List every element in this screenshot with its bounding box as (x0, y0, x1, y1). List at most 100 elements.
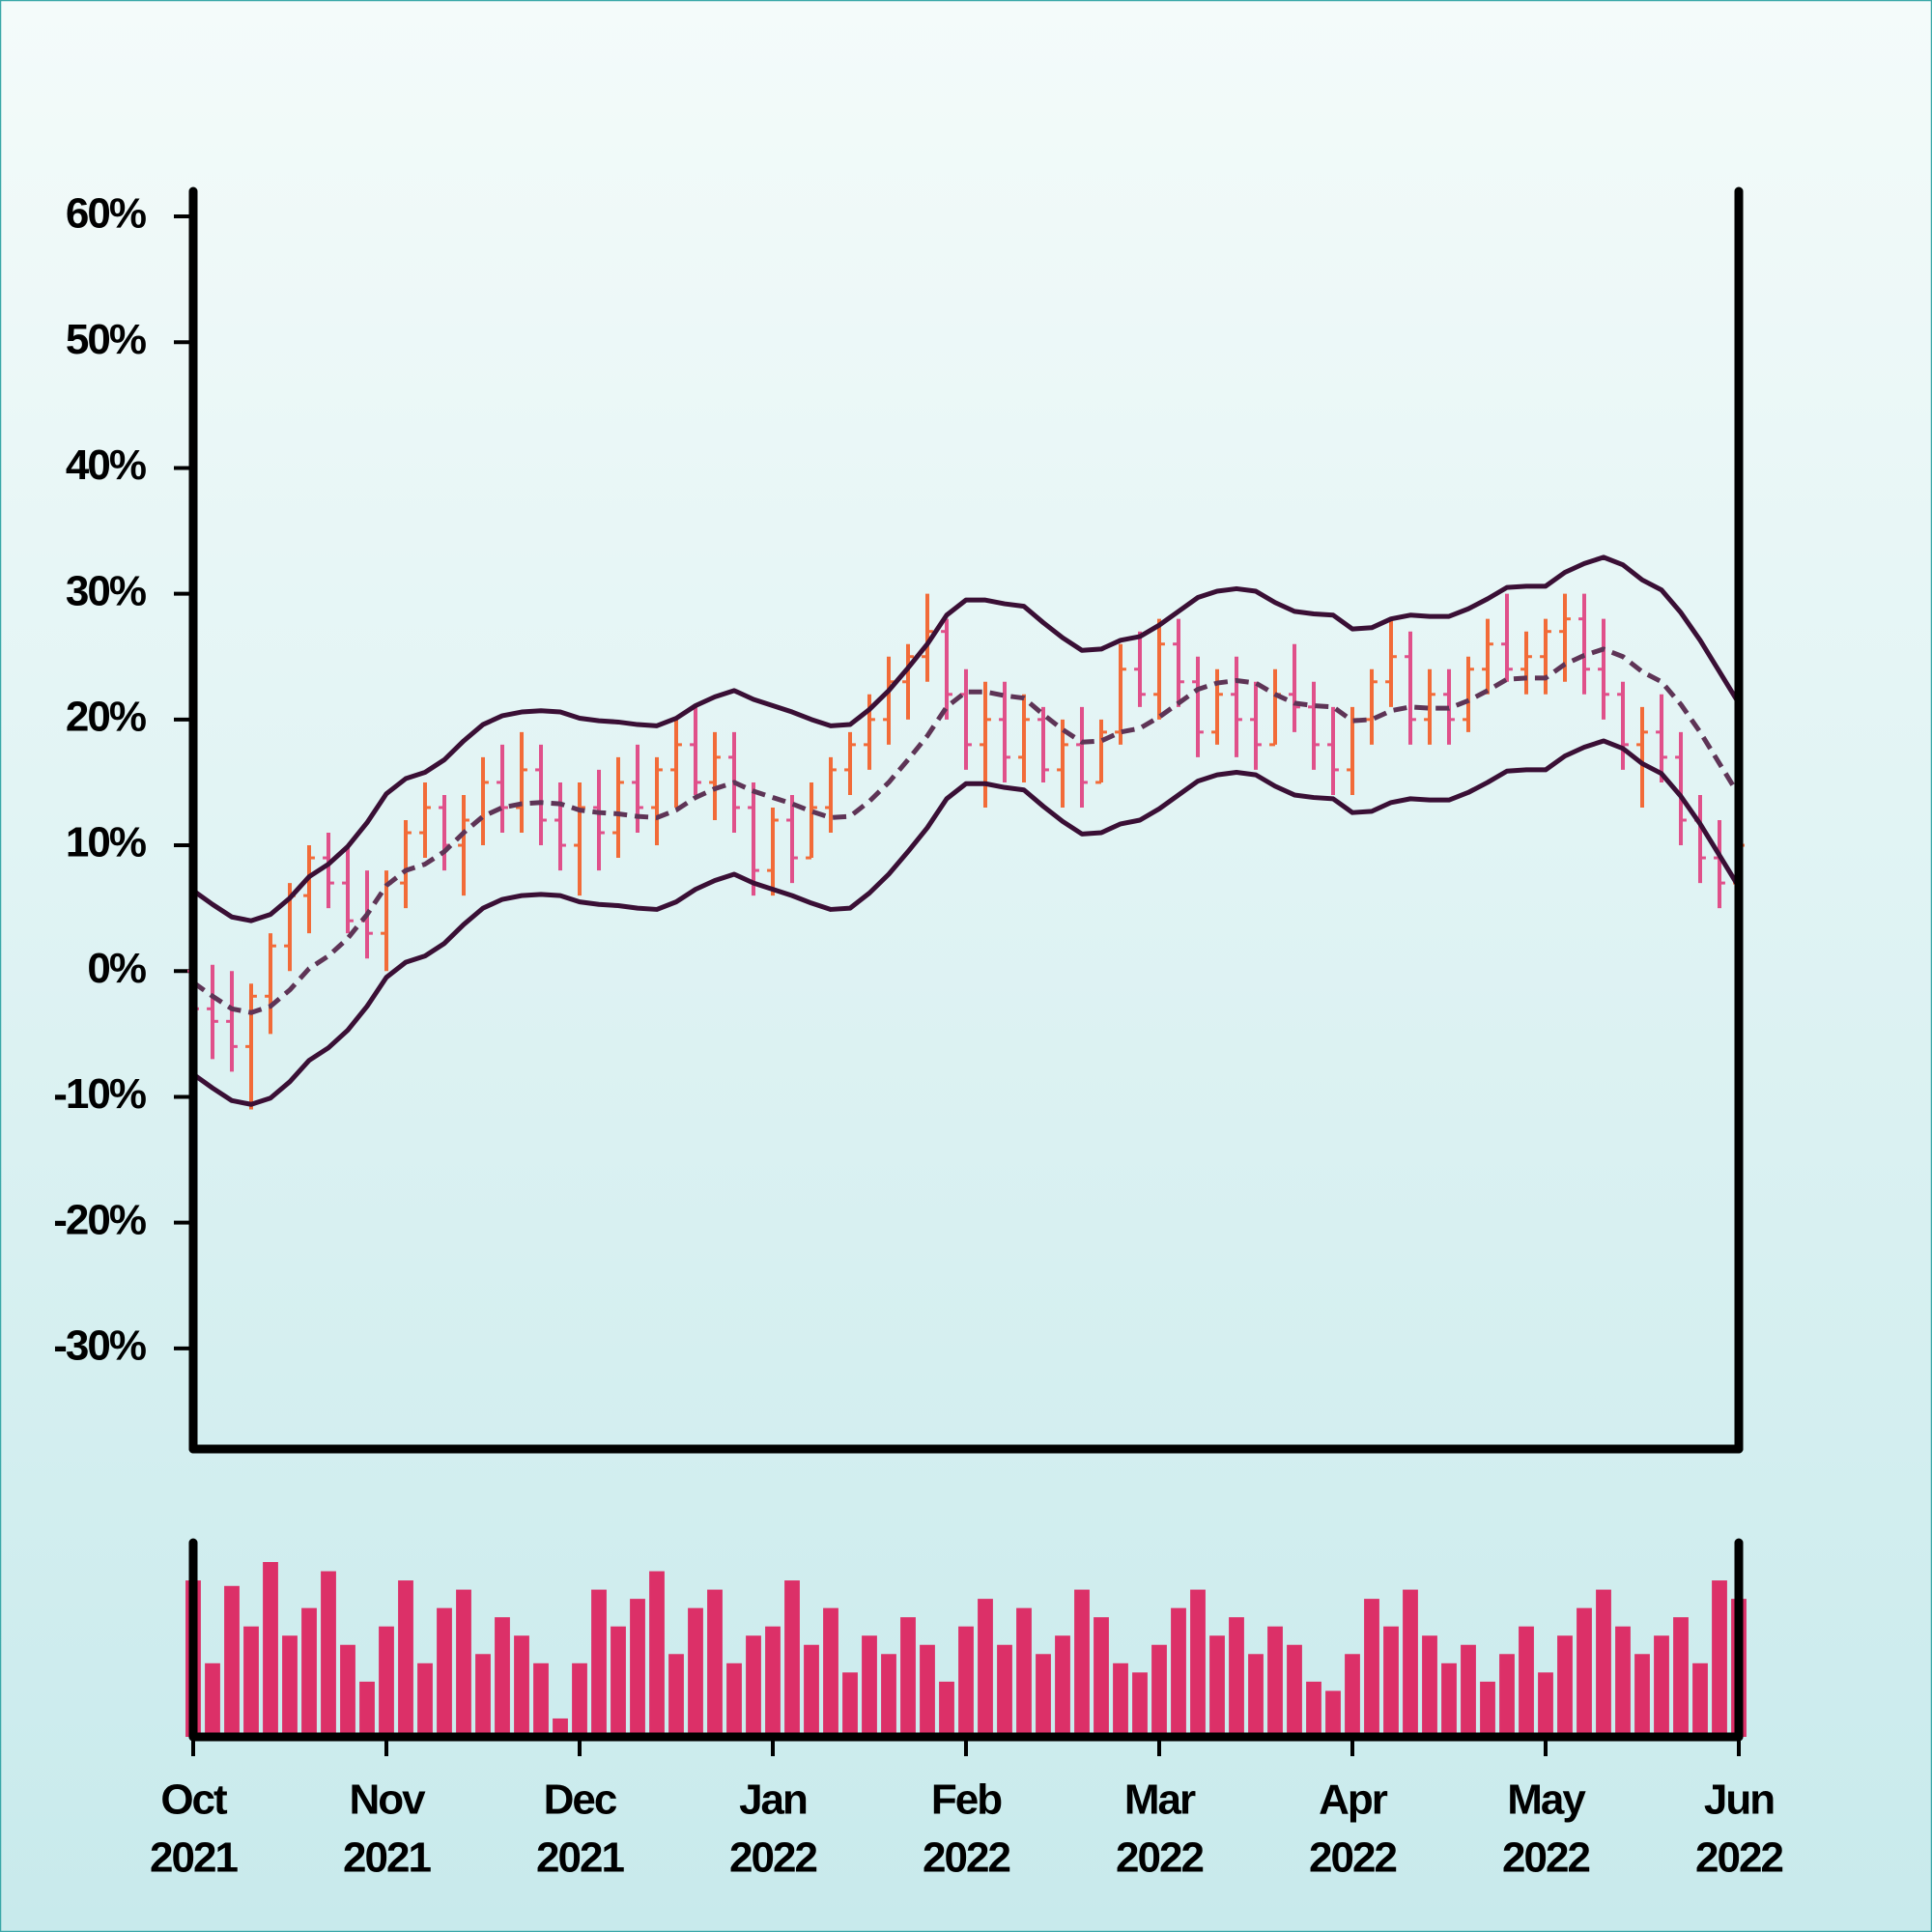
volume-bar (205, 1662, 220, 1737)
y-tick-label: 30% (66, 567, 146, 614)
volume-bar (1248, 1654, 1264, 1737)
volume-bar (1074, 1589, 1090, 1737)
x-tick-label: 2021 (536, 1834, 624, 1882)
volume-bar (1692, 1662, 1708, 1737)
x-tick-label: 2021 (150, 1834, 238, 1882)
volume-bar (1267, 1626, 1283, 1737)
x-tick-label: Feb (931, 1776, 1002, 1824)
x-tick-label: Dec (544, 1776, 617, 1824)
x-tick-label: 2022 (729, 1834, 816, 1882)
volume-bar (417, 1662, 433, 1737)
x-tick-label: 2022 (1502, 1834, 1589, 1882)
volume-bar (1615, 1626, 1631, 1737)
y-tick-label: 0% (87, 945, 145, 992)
volume-bar (900, 1617, 916, 1737)
volume-bar (804, 1644, 819, 1737)
volume-bar (1151, 1644, 1167, 1737)
volume-bar (1654, 1635, 1669, 1737)
volume-bar (243, 1626, 259, 1737)
volume-bar (862, 1635, 877, 1737)
volume-bar (746, 1635, 761, 1737)
volume-bar (359, 1681, 375, 1737)
volume-bar (224, 1585, 240, 1737)
volume-bar (688, 1607, 703, 1737)
x-tick-label: Oct (160, 1776, 228, 1824)
x-tick-label: Jan (739, 1776, 807, 1824)
volume-bar (1132, 1672, 1148, 1737)
volume-bar (1634, 1654, 1650, 1737)
middle-band (191, 646, 1742, 1015)
volume-bar (707, 1589, 723, 1737)
y-tick-label: 40% (66, 441, 146, 489)
volume-bar (533, 1662, 549, 1737)
volume-bar (456, 1589, 471, 1737)
volume-bar (1094, 1617, 1109, 1737)
y-tick-label: 60% (66, 190, 146, 238)
volume-bar (1712, 1580, 1727, 1737)
volume-bar (437, 1607, 452, 1737)
lower-band (191, 738, 1742, 1107)
volume-bar (1209, 1635, 1225, 1737)
volume-bar (514, 1635, 529, 1737)
volume-bar (784, 1580, 800, 1737)
volume-bar (553, 1718, 568, 1737)
x-tick-label: 2022 (1695, 1834, 1782, 1882)
upper-band (191, 554, 1742, 923)
volume-bar (1306, 1681, 1321, 1737)
volume-bar (823, 1607, 838, 1737)
volume-bar (263, 1562, 278, 1737)
volume-bar (842, 1672, 858, 1737)
volume-bar (1538, 1672, 1553, 1737)
volume-bar (1016, 1607, 1032, 1737)
y-tick-label: -20% (53, 1196, 146, 1243)
volume-bar (1190, 1589, 1206, 1737)
volume-bar (398, 1580, 413, 1737)
x-tick-label: Mar (1124, 1776, 1196, 1824)
volume-bar (997, 1644, 1012, 1737)
volume-bar (301, 1607, 317, 1737)
x-tick-label: 2022 (1116, 1834, 1203, 1882)
volume-bar (649, 1571, 665, 1737)
volume-bar (881, 1654, 896, 1737)
volume-bar (1519, 1626, 1534, 1737)
volume-bar (1345, 1654, 1360, 1737)
volume-bar (1364, 1599, 1379, 1737)
volume-bar (978, 1599, 993, 1737)
volume-bar (1383, 1626, 1399, 1737)
y-tick-label: 10% (66, 819, 146, 867)
volume-bar (321, 1571, 336, 1737)
volume-bar (630, 1599, 645, 1737)
volume-bar (1287, 1644, 1302, 1737)
x-tick-label: 2022 (1309, 1834, 1396, 1882)
volume-bar (1557, 1635, 1573, 1737)
volume-bar (1055, 1635, 1070, 1737)
volume-bar (1171, 1607, 1186, 1737)
volume-bar (611, 1626, 626, 1737)
volume-bar (765, 1626, 781, 1737)
volume-bar (572, 1662, 587, 1737)
volume-bar (939, 1681, 954, 1737)
y-tick-label: -10% (53, 1070, 146, 1118)
volume-bar (475, 1654, 491, 1737)
volume-bar (1229, 1617, 1244, 1737)
x-tick-label: Apr (1319, 1776, 1388, 1824)
volume-bar (726, 1662, 742, 1737)
volume-bar (1113, 1662, 1128, 1737)
x-tick-label: Jun (1704, 1776, 1774, 1824)
volume-bar (1403, 1589, 1418, 1737)
volume-bar (340, 1644, 355, 1737)
y-tick-label: -30% (53, 1321, 146, 1369)
x-tick-label: May (1507, 1776, 1586, 1824)
x-tick-label: Nov (349, 1776, 426, 1824)
volume-bar (1596, 1589, 1611, 1737)
volume-bar (591, 1589, 607, 1737)
volume-bar (1422, 1635, 1437, 1737)
volume-bar (958, 1626, 974, 1737)
volume-bar (1577, 1607, 1592, 1737)
volume-bar (1441, 1662, 1457, 1737)
y-tick-label: 50% (66, 316, 146, 363)
x-tick-label: 2022 (923, 1834, 1009, 1882)
volume-bar (379, 1626, 394, 1737)
volume-bar (1325, 1690, 1341, 1737)
